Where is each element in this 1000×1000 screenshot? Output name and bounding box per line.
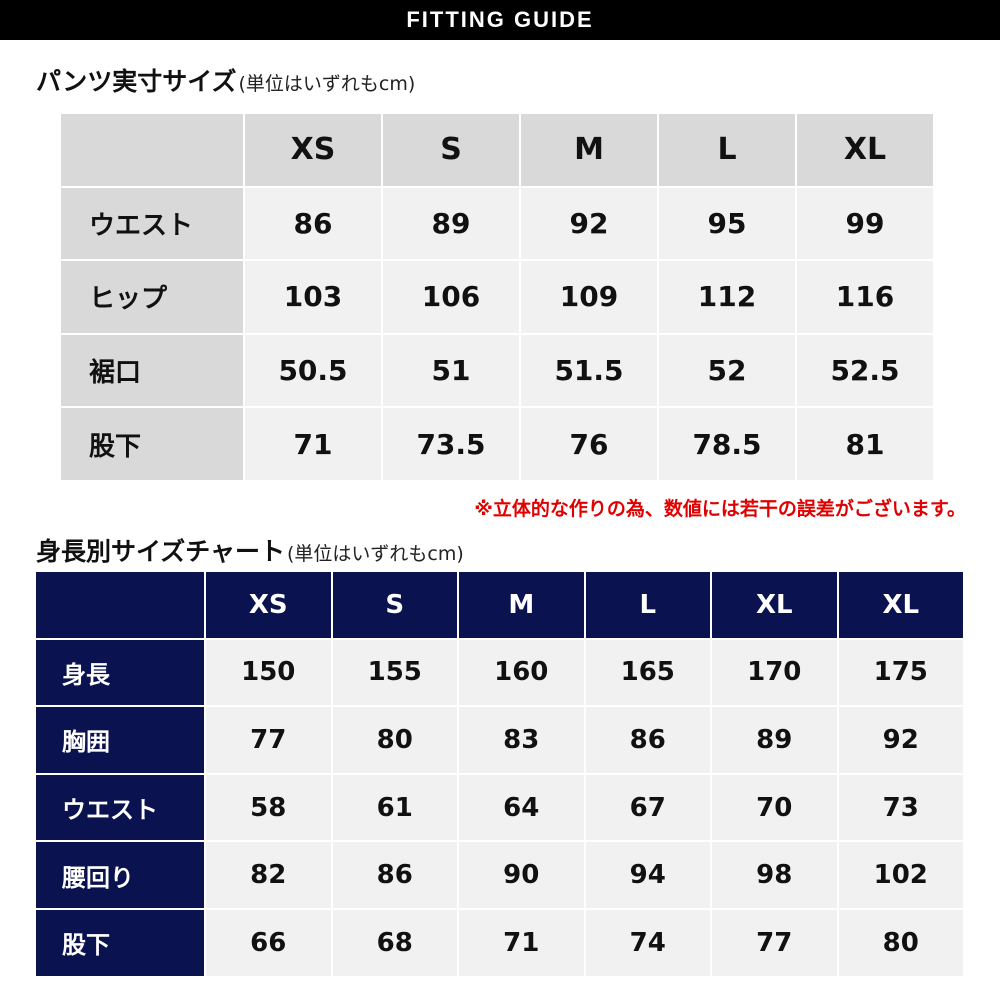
banner-title: FITTING GUIDE [406, 7, 594, 32]
row-header: ウエスト [36, 774, 204, 841]
table-cell: 58 [206, 774, 331, 841]
pants-size-heading: パンツ実寸サイズ (単位はいずれもcm) [36, 62, 415, 98]
table-row: 裾口 50.5 51 51.5 52 52.5 [61, 334, 933, 407]
table-cell: 170 [712, 639, 837, 706]
column-header: XS [245, 114, 381, 186]
fitting-guide-banner: FITTING GUIDE [0, 0, 1000, 40]
table-header-row: XS S M L XL [61, 114, 933, 186]
table-cell: 89 [712, 707, 837, 773]
table-cell: 82 [206, 842, 331, 908]
table-cell: 86 [245, 187, 381, 260]
row-header: ウエスト [61, 187, 243, 260]
column-header: L [585, 572, 710, 638]
table-cell: 165 [585, 639, 710, 706]
table-cell: 70 [712, 774, 837, 841]
height-chart-title: 身長別サイズチャート [36, 537, 286, 566]
table-cell: 67 [585, 774, 710, 841]
row-header: 裾口 [61, 334, 243, 407]
table-row: 股下 71 73.5 76 78.5 81 [61, 408, 933, 480]
table-row: ウエスト 86 89 92 95 99 [61, 187, 933, 260]
column-header: XL [797, 114, 933, 186]
table-cell: 94 [585, 842, 710, 908]
height-chart-unit: (単位はいずれもcm) [287, 543, 464, 565]
row-header: 股下 [61, 408, 243, 480]
table-cell: 95 [659, 187, 795, 260]
row-header: 身長 [36, 639, 204, 706]
column-header: XS [206, 572, 331, 638]
table-cell: 102 [838, 842, 963, 908]
table-cell: 71 [245, 408, 381, 480]
table-row: 腰回り 82 86 90 94 98 102 [36, 842, 963, 908]
table-cell: 61 [332, 774, 457, 841]
row-header: 股下 [36, 909, 204, 976]
table-cell: 76 [521, 408, 657, 480]
table-cell: 89 [383, 187, 519, 260]
table-cell: 51.5 [521, 334, 657, 407]
table-cell: 73.5 [383, 408, 519, 480]
table-cell: 78.5 [659, 408, 795, 480]
column-header: S [332, 572, 457, 638]
column-header: XL [838, 572, 963, 638]
height-chart-heading: 身長別サイズチャート (単位はいずれもcm) [36, 532, 464, 568]
table-cell: 98 [712, 842, 837, 908]
table-cell: 52 [659, 334, 795, 407]
pants-size-table: XS S M L XL ウエスト 86 89 92 95 99 ヒップ 103 … [59, 112, 935, 482]
table-corner-cell [36, 572, 204, 638]
table-cell: 52.5 [797, 334, 933, 407]
table-cell: 90 [459, 842, 584, 908]
table-cell: 74 [585, 909, 710, 976]
row-header: ヒップ [61, 261, 243, 333]
table-cell: 80 [332, 707, 457, 773]
pants-size-title: パンツ実寸サイズ [36, 67, 237, 96]
pants-size-unit: (単位はいずれもcm) [238, 73, 416, 95]
height-size-table: XS S M L XL XL 身長 150 155 160 165 170 17… [34, 570, 965, 978]
table-cell: 73 [838, 774, 963, 841]
table-cell: 77 [206, 707, 331, 773]
table-cell: 86 [332, 842, 457, 908]
column-header: M [521, 114, 657, 186]
table-row: 身長 150 155 160 165 170 175 [36, 639, 963, 706]
table-cell: 116 [797, 261, 933, 333]
table-cell: 77 [712, 909, 837, 976]
table-cell: 155 [332, 639, 457, 706]
table-cell: 68 [332, 909, 457, 976]
table-cell: 112 [659, 261, 795, 333]
table-cell: 92 [521, 187, 657, 260]
table-cell: 103 [245, 261, 381, 333]
table-cell: 51 [383, 334, 519, 407]
table-cell: 66 [206, 909, 331, 976]
table-row: 胸囲 77 80 83 86 89 92 [36, 707, 963, 773]
table-cell: 150 [206, 639, 331, 706]
table-corner-cell [61, 114, 243, 186]
table-cell: 83 [459, 707, 584, 773]
measurement-note: ※立体的な作りの為、数値には若干の誤差がございます。 [474, 498, 966, 520]
table-cell: 71 [459, 909, 584, 976]
column-header: XL [712, 572, 837, 638]
table-cell: 92 [838, 707, 963, 773]
table-cell: 86 [585, 707, 710, 773]
table-cell: 81 [797, 408, 933, 480]
row-header: 腰回り [36, 842, 204, 908]
table-cell: 50.5 [245, 334, 381, 407]
column-header: S [383, 114, 519, 186]
table-cell: 64 [459, 774, 584, 841]
column-header: M [459, 572, 584, 638]
table-cell: 80 [838, 909, 963, 976]
table-cell: 106 [383, 261, 519, 333]
column-header: L [659, 114, 795, 186]
table-row: ヒップ 103 106 109 112 116 [61, 261, 933, 333]
table-cell: 109 [521, 261, 657, 333]
table-cell: 175 [838, 639, 963, 706]
row-header: 胸囲 [36, 707, 204, 773]
table-header-row: XS S M L XL XL [36, 572, 963, 638]
table-cell: 160 [459, 639, 584, 706]
table-row: ウエスト 58 61 64 67 70 73 [36, 774, 963, 841]
table-row: 股下 66 68 71 74 77 80 [36, 909, 963, 976]
table-cell: 99 [797, 187, 933, 260]
